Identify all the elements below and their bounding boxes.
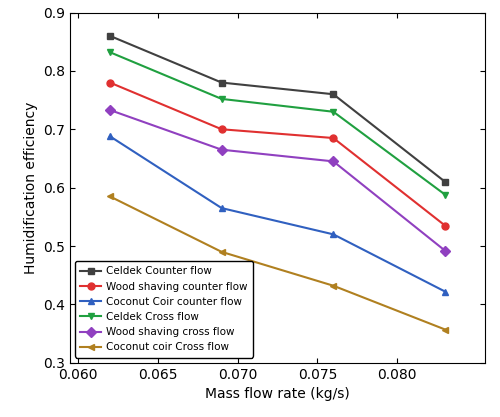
Coconut Coir counter flow [330,232,336,237]
Celdek Counter flow [330,92,336,97]
Celdek Cross flow [330,109,336,114]
Coconut coir Cross flow [442,327,448,332]
Line: Coconut Coir counter flow: Coconut Coir counter flow [106,133,448,295]
Celdek Cross flow [442,192,448,197]
Wood shaving counter flow [442,223,448,228]
Celdek Counter flow [218,80,224,85]
Wood shaving counter flow [107,80,113,85]
Coconut coir Cross flow [218,249,224,254]
Wood shaving cross flow [218,147,224,152]
Line: Wood shaving counter flow: Wood shaving counter flow [106,79,448,229]
Coconut coir Cross flow [107,194,113,199]
Line: Coconut coir Cross flow: Coconut coir Cross flow [106,193,448,333]
Coconut Coir counter flow [218,206,224,211]
Wood shaving cross flow [330,159,336,164]
Legend: Celdek Counter flow, Wood shaving counter flow, Coconut Coir counter flow, Celde: Celdek Counter flow, Wood shaving counte… [75,261,253,358]
Celdek Cross flow [218,96,224,101]
Celdek Cross flow [107,50,113,55]
Line: Celdek Counter flow: Celdek Counter flow [106,33,448,185]
Line: Wood shaving cross flow: Wood shaving cross flow [106,106,448,254]
Coconut Coir counter flow [107,134,113,139]
Line: Celdek Cross flow: Celdek Cross flow [106,49,448,198]
Coconut coir Cross flow [330,283,336,288]
Y-axis label: Humidification efficiency: Humidification efficiency [24,101,38,274]
Wood shaving cross flow [107,108,113,113]
X-axis label: Mass flow rate (kg/s): Mass flow rate (kg/s) [205,387,350,401]
Wood shaving cross flow [442,248,448,253]
Celdek Counter flow [107,33,113,38]
Coconut Coir counter flow [442,289,448,294]
Celdek Counter flow [442,179,448,184]
Wood shaving counter flow [218,127,224,132]
Wood shaving counter flow [330,136,336,141]
